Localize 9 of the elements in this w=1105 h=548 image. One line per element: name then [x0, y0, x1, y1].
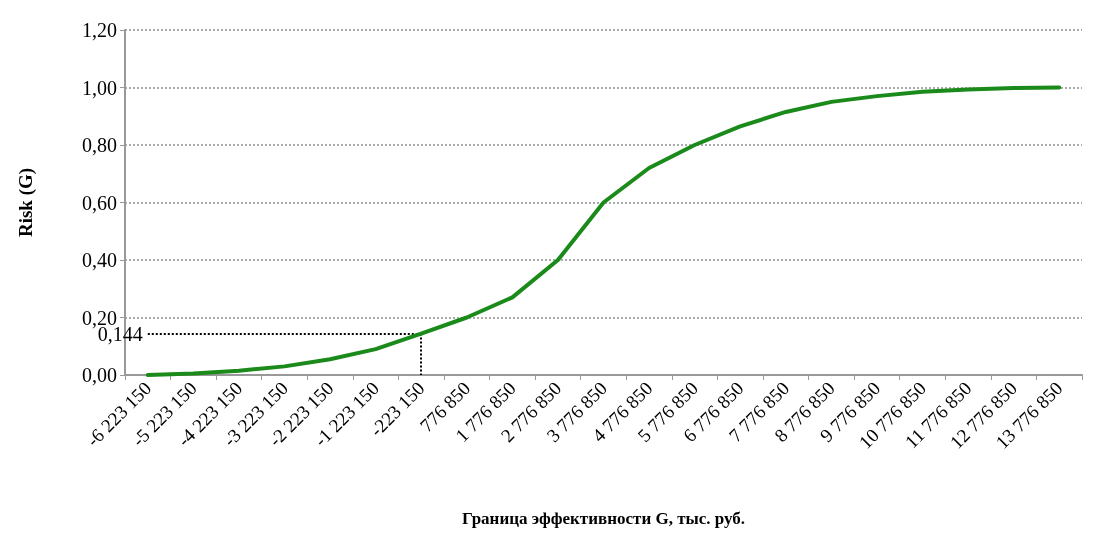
- y-tick-label: 0,40: [82, 249, 117, 271]
- y-tick-label: 0,00: [82, 364, 117, 386]
- y-tick-label: 0,80: [82, 134, 117, 156]
- y-axis-title: Risk (G): [15, 167, 37, 238]
- y-tick-label: 0,60: [82, 191, 117, 214]
- line-series: [145, 85, 1062, 377]
- x-axis-title: Граница эффективности G, тыс. руб.: [461, 509, 746, 528]
- y-tick-label: 1,00: [82, 76, 117, 99]
- y-tick-label: 1,20: [82, 19, 117, 41]
